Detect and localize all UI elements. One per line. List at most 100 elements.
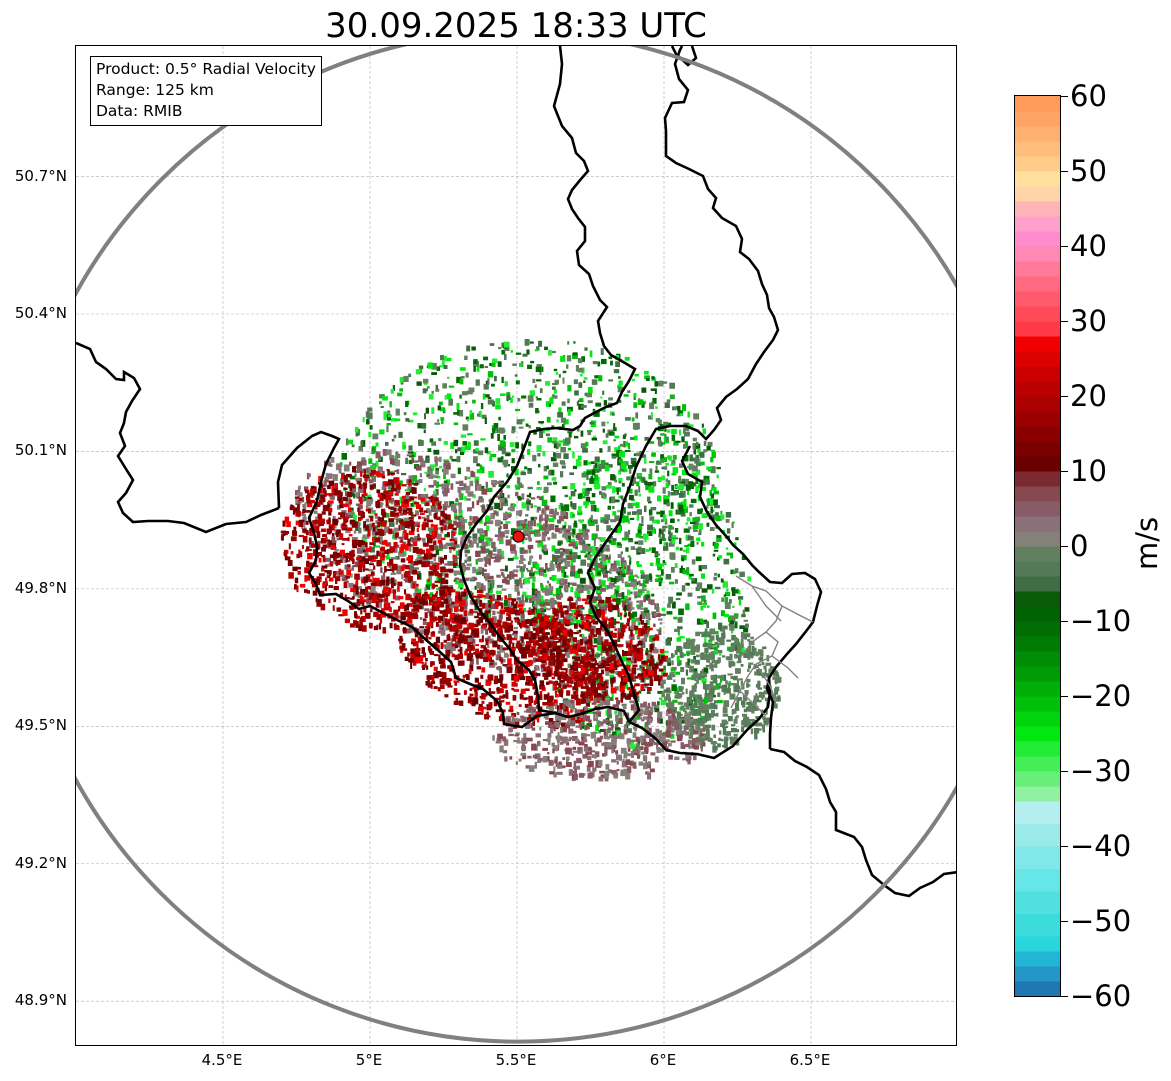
colorbar-tick-label: −40 bbox=[1070, 829, 1132, 863]
colorbar-swatch bbox=[1015, 396, 1060, 412]
colorbar-swatch bbox=[1015, 546, 1060, 562]
border-luxembourg-germany bbox=[628, 445, 823, 760]
colorbar-swatch bbox=[1015, 156, 1060, 172]
product-info-box: Product: 0.5° Radial Velocity Range: 125… bbox=[90, 56, 322, 126]
colorbar-swatch bbox=[1015, 966, 1060, 982]
longitude-label: 6°E bbox=[649, 1051, 677, 1069]
colorbar-swatch bbox=[1015, 111, 1060, 127]
colorbar-swatch bbox=[1015, 868, 1060, 892]
colorbar-swatch bbox=[1015, 561, 1060, 577]
range-ring bbox=[76, 46, 956, 1044]
colorbar-tick bbox=[1061, 846, 1068, 847]
colorbar-unit-label: m/s bbox=[1130, 516, 1164, 570]
country-borders bbox=[76, 46, 956, 898]
product-label: Product: 0.5° Radial Velocity bbox=[96, 60, 316, 78]
colorbar-tick bbox=[1061, 546, 1068, 547]
colorbar-swatch bbox=[1015, 591, 1060, 607]
colorbar-swatch bbox=[1015, 231, 1060, 247]
colorbar-tick bbox=[1061, 96, 1068, 97]
colorbar-swatch bbox=[1015, 531, 1060, 547]
colorbar-swatch bbox=[1015, 936, 1060, 952]
colorbar-swatch bbox=[1015, 471, 1060, 487]
border-france-germany bbox=[769, 747, 956, 898]
colorbar-tick-label: −30 bbox=[1070, 754, 1132, 788]
latitude-label: 50.7°N bbox=[14, 166, 67, 185]
colorbar-tick bbox=[1061, 471, 1068, 472]
colorbar-swatch bbox=[1015, 651, 1060, 667]
colorbar-tick bbox=[1061, 246, 1068, 247]
colorbar-swatch bbox=[1015, 336, 1060, 352]
colorbar-swatch bbox=[1015, 951, 1060, 967]
colorbar-swatch bbox=[1015, 411, 1060, 427]
colorbar-swatch bbox=[1015, 801, 1060, 824]
latitude-label: 49.8°N bbox=[14, 578, 67, 597]
border-germany-north bbox=[670, 46, 698, 67]
colorbar-tick bbox=[1061, 696, 1068, 697]
longitude-label: 5°E bbox=[355, 1051, 383, 1069]
colorbar-swatch bbox=[1015, 126, 1060, 142]
border-belgium-germany bbox=[458, 46, 637, 715]
colorbar-swatch bbox=[1015, 771, 1060, 787]
colorbar-tick-label: 10 bbox=[1070, 454, 1107, 488]
colorbar-swatch bbox=[1015, 171, 1060, 187]
colorbar-swatch bbox=[1015, 696, 1060, 712]
colorbar-tick-label: −50 bbox=[1070, 904, 1132, 938]
colorbar-swatch bbox=[1015, 891, 1060, 914]
colorbar-swatch bbox=[1015, 246, 1060, 262]
colorbar-swatch bbox=[1015, 381, 1060, 397]
colorbar-swatch bbox=[1015, 201, 1060, 217]
colorbar-swatch bbox=[1015, 516, 1060, 532]
colorbar-swatch bbox=[1015, 726, 1060, 742]
colorbar-swatch bbox=[1015, 576, 1060, 592]
map-title: 30.09.2025 18:33 UTC bbox=[325, 6, 707, 46]
radar-map-canvas bbox=[76, 46, 956, 1045]
latitude-label: 49.2°N bbox=[14, 853, 67, 872]
colorbar-swatch bbox=[1015, 216, 1060, 232]
border-belgium-luxembourg bbox=[586, 46, 780, 723]
colorbar-tick-label: −60 bbox=[1070, 979, 1132, 1013]
velocity-colorbar bbox=[1014, 95, 1061, 997]
data-source-label: Data: RMIB bbox=[96, 102, 183, 120]
colorbar-swatch bbox=[1015, 276, 1060, 292]
colorbar-swatch bbox=[1015, 981, 1060, 996]
border-belgium-france-south bbox=[276, 430, 631, 729]
radar-map: Product: 0.5° Radial Velocity Range: 125… bbox=[75, 45, 957, 1046]
colorbar-swatch bbox=[1015, 823, 1060, 847]
colorbar-tick bbox=[1061, 771, 1068, 772]
radar-velocity-echoes bbox=[280, 339, 782, 782]
border-luxembourg-france bbox=[765, 677, 775, 749]
colorbar-swatch bbox=[1015, 501, 1060, 517]
colorbar-swatch bbox=[1015, 141, 1060, 157]
latitude-label: 49.5°N bbox=[14, 716, 67, 735]
longitude-label: 5.5°E bbox=[495, 1051, 537, 1069]
colorbar-swatch bbox=[1015, 441, 1060, 457]
colorbar-swatch bbox=[1015, 291, 1060, 307]
colorbar-swatch bbox=[1015, 666, 1060, 682]
colorbar-tick bbox=[1061, 321, 1068, 322]
colorbar-swatch bbox=[1015, 636, 1060, 652]
longitude-label: 6.5°E bbox=[789, 1051, 831, 1069]
colorbar-tick bbox=[1061, 621, 1068, 622]
range-label: Range: 125 km bbox=[96, 81, 214, 99]
colorbar-swatch bbox=[1015, 366, 1060, 382]
colorbar-swatch bbox=[1015, 426, 1060, 442]
latitude-label: 50.1°N bbox=[14, 441, 67, 460]
colorbar-swatch bbox=[1015, 321, 1060, 337]
colorbar-tick-label: 30 bbox=[1070, 304, 1107, 338]
colorbar-tick-label: 0 bbox=[1070, 529, 1089, 563]
colorbar-tick-label: 50 bbox=[1070, 154, 1107, 188]
colorbar-swatch bbox=[1015, 456, 1060, 472]
colorbar-tick-label: 60 bbox=[1070, 79, 1107, 113]
latitude-label: 50.4°N bbox=[14, 304, 67, 322]
colorbar-swatch bbox=[1015, 186, 1060, 202]
colorbar-swatch bbox=[1015, 621, 1060, 637]
colorbar-swatch bbox=[1015, 261, 1060, 277]
colorbar-swatch bbox=[1015, 486, 1060, 502]
colorbar-tick-label: 40 bbox=[1070, 229, 1107, 263]
colorbar-tick-label: −20 bbox=[1070, 679, 1132, 713]
latitude-label: 48.9°N bbox=[14, 991, 67, 1010]
colorbar-swatch bbox=[1015, 786, 1060, 802]
colorbar-tick bbox=[1061, 171, 1068, 172]
colorbar-swatch bbox=[1015, 681, 1060, 697]
gridlines bbox=[76, 46, 956, 1045]
